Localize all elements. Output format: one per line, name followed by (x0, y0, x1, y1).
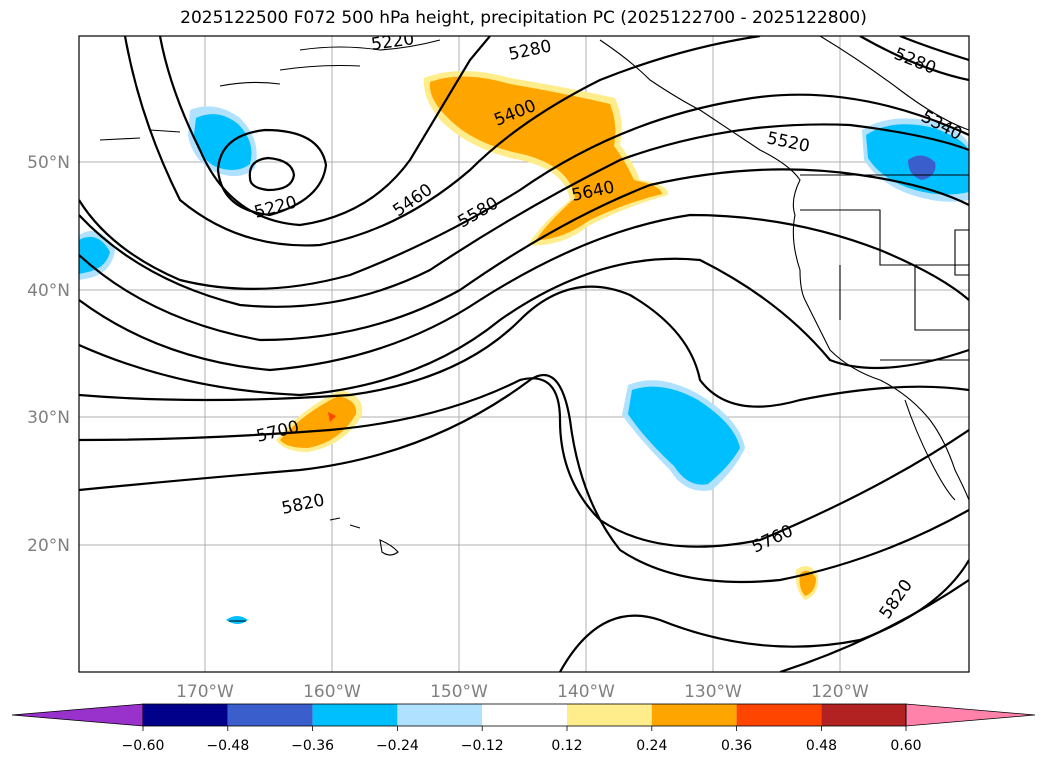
colorbar-bin (482, 704, 567, 726)
lat-label-40n: 40°N (27, 281, 70, 301)
colorbar-arrow-right (905, 703, 1036, 727)
lon-label-140w: 140°W (557, 682, 615, 702)
lat-label-20n: 20°N (27, 536, 70, 556)
height-contours (79, 36, 969, 672)
colorbar-tick-labels: −0.60 −0.48 −0.36 −0.24 −0.12 0.12 0.24 … (122, 738, 922, 754)
colorbar-tick-label: −0.48 (206, 738, 249, 754)
colorbar-bin (567, 704, 652, 726)
map-title: 2025122500 F072 500 hPa height, precipit… (180, 8, 867, 28)
lon-label-130w: 130°W (684, 682, 742, 702)
longitude-labels: 170°W 160°W 150°W 140°W 130°W 120°W (176, 682, 869, 702)
colorbar-tick-label: 0.60 (890, 738, 921, 754)
contour-label-5220-north: 5220 (370, 29, 416, 55)
coastlines (99, 36, 969, 622)
colorbar-tick-label: −0.24 (376, 738, 419, 754)
map-gridlines (79, 36, 969, 672)
colorbar-tick-label: −0.12 (461, 738, 504, 754)
colorbar-bin (227, 704, 313, 726)
colorbar-tick-label: 0.12 (551, 738, 582, 754)
colorbar-arrow-left (11, 703, 144, 727)
colorbar-tick-marks (142, 726, 907, 731)
colorbar-tick-label: −0.60 (122, 738, 165, 754)
precip-positive-areas (276, 71, 819, 600)
colorbar-tick-label: −0.36 (291, 738, 334, 754)
lon-label-170w: 170°W (176, 682, 234, 702)
colorbar-bin (143, 704, 228, 726)
lon-label-120w: 120°W (811, 682, 869, 702)
lat-label-50n: 50°N (27, 153, 70, 173)
colorbar-tick-label: 0.24 (636, 738, 667, 754)
colorbar-bin (397, 704, 483, 726)
map-frame (78, 35, 970, 673)
colorbar-tick-label: 0.48 (806, 738, 837, 754)
lat-label-30n: 30°N (27, 408, 70, 428)
colorbar: −0.60 −0.48 −0.36 −0.24 −0.12 0.12 0.24 … (11, 703, 1036, 754)
colorbar-bin (312, 704, 398, 726)
latitude-labels: 50°N 40°N 30°N 20°N (27, 153, 70, 556)
lon-label-150w: 150°W (430, 682, 488, 702)
colorbar-tick-label: 0.36 (721, 738, 752, 754)
colorbar-bin (651, 704, 737, 726)
colorbar-bin (736, 704, 822, 726)
colorbar-bin (821, 704, 907, 726)
lon-label-160w: 160°W (303, 682, 361, 702)
